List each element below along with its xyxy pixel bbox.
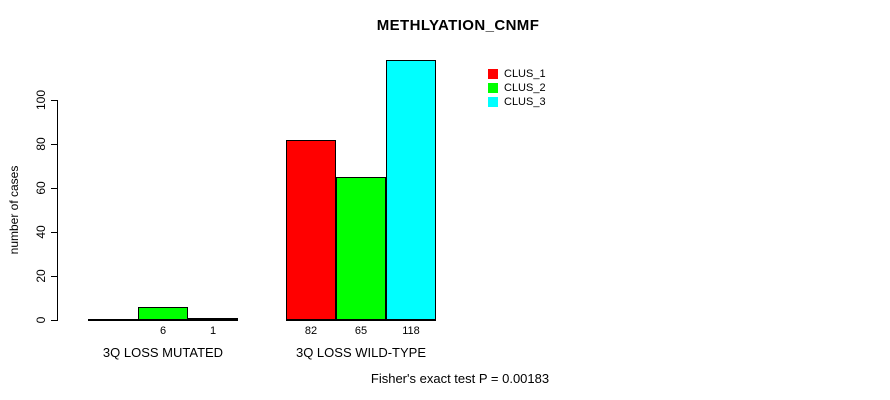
bar-clus_3-group-1 (386, 60, 436, 320)
x-group-label: 3Q LOSS MUTATED (102, 345, 224, 360)
bar-clus_2-group-0 (138, 306, 188, 320)
y-tick-mark-40 (51, 232, 57, 233)
group-baseline (88, 319, 238, 321)
y-tick-label-60: 60 (34, 181, 48, 195)
legend-swatch-clus_3 (488, 97, 498, 107)
y-tick-label-0: 0 (34, 316, 48, 324)
legend-label: CLUS_2 (504, 82, 546, 94)
y-tick-mark-20 (51, 276, 57, 277)
bar-clus_1-group-1 (286, 139, 336, 320)
legend-row-clus_3: CLUS_3 (488, 95, 546, 109)
group-baseline (286, 319, 436, 321)
y-tick-label-80: 80 (34, 137, 48, 151)
fisher-test-annotation: Fisher's exact test P = 0.00183 (370, 371, 550, 386)
bar-value-label: 82 (304, 325, 318, 337)
bar-value-label: 1 (209, 325, 217, 337)
bar-clus_3-group-0 (188, 317, 238, 320)
legend-row-clus_2: CLUS_2 (488, 81, 546, 95)
legend-label: CLUS_3 (504, 96, 546, 108)
legend-label: CLUS_1 (504, 68, 546, 80)
y-tick-label-40: 40 (34, 225, 48, 239)
legend-swatch-clus_1 (488, 69, 498, 79)
bar-clus_2-group-1 (336, 177, 386, 320)
y-tick-mark-0 (51, 320, 57, 321)
legend-row-clus_1: CLUS_1 (488, 67, 546, 81)
y-tick-label-20: 20 (34, 269, 48, 283)
y-tick-mark-100 (51, 100, 57, 101)
bar-value-label: 6 (159, 325, 167, 337)
x-group-label: 3Q LOSS WILD-TYPE (295, 345, 427, 360)
bar-value-label: 118 (402, 325, 420, 337)
y-tick-label-100: 100 (34, 89, 48, 111)
y-tick-mark-80 (51, 144, 57, 145)
legend-swatch-clus_2 (488, 83, 498, 93)
bar-value-label: 65 (354, 325, 368, 337)
legend: CLUS_1 CLUS_2 CLUS_3 (488, 67, 546, 109)
chart-title: METHLYATION_CNMF (376, 17, 540, 34)
y-tick-mark-60 (51, 188, 57, 189)
y-axis-line (57, 100, 58, 321)
y-axis-label: number of cases (7, 165, 21, 255)
